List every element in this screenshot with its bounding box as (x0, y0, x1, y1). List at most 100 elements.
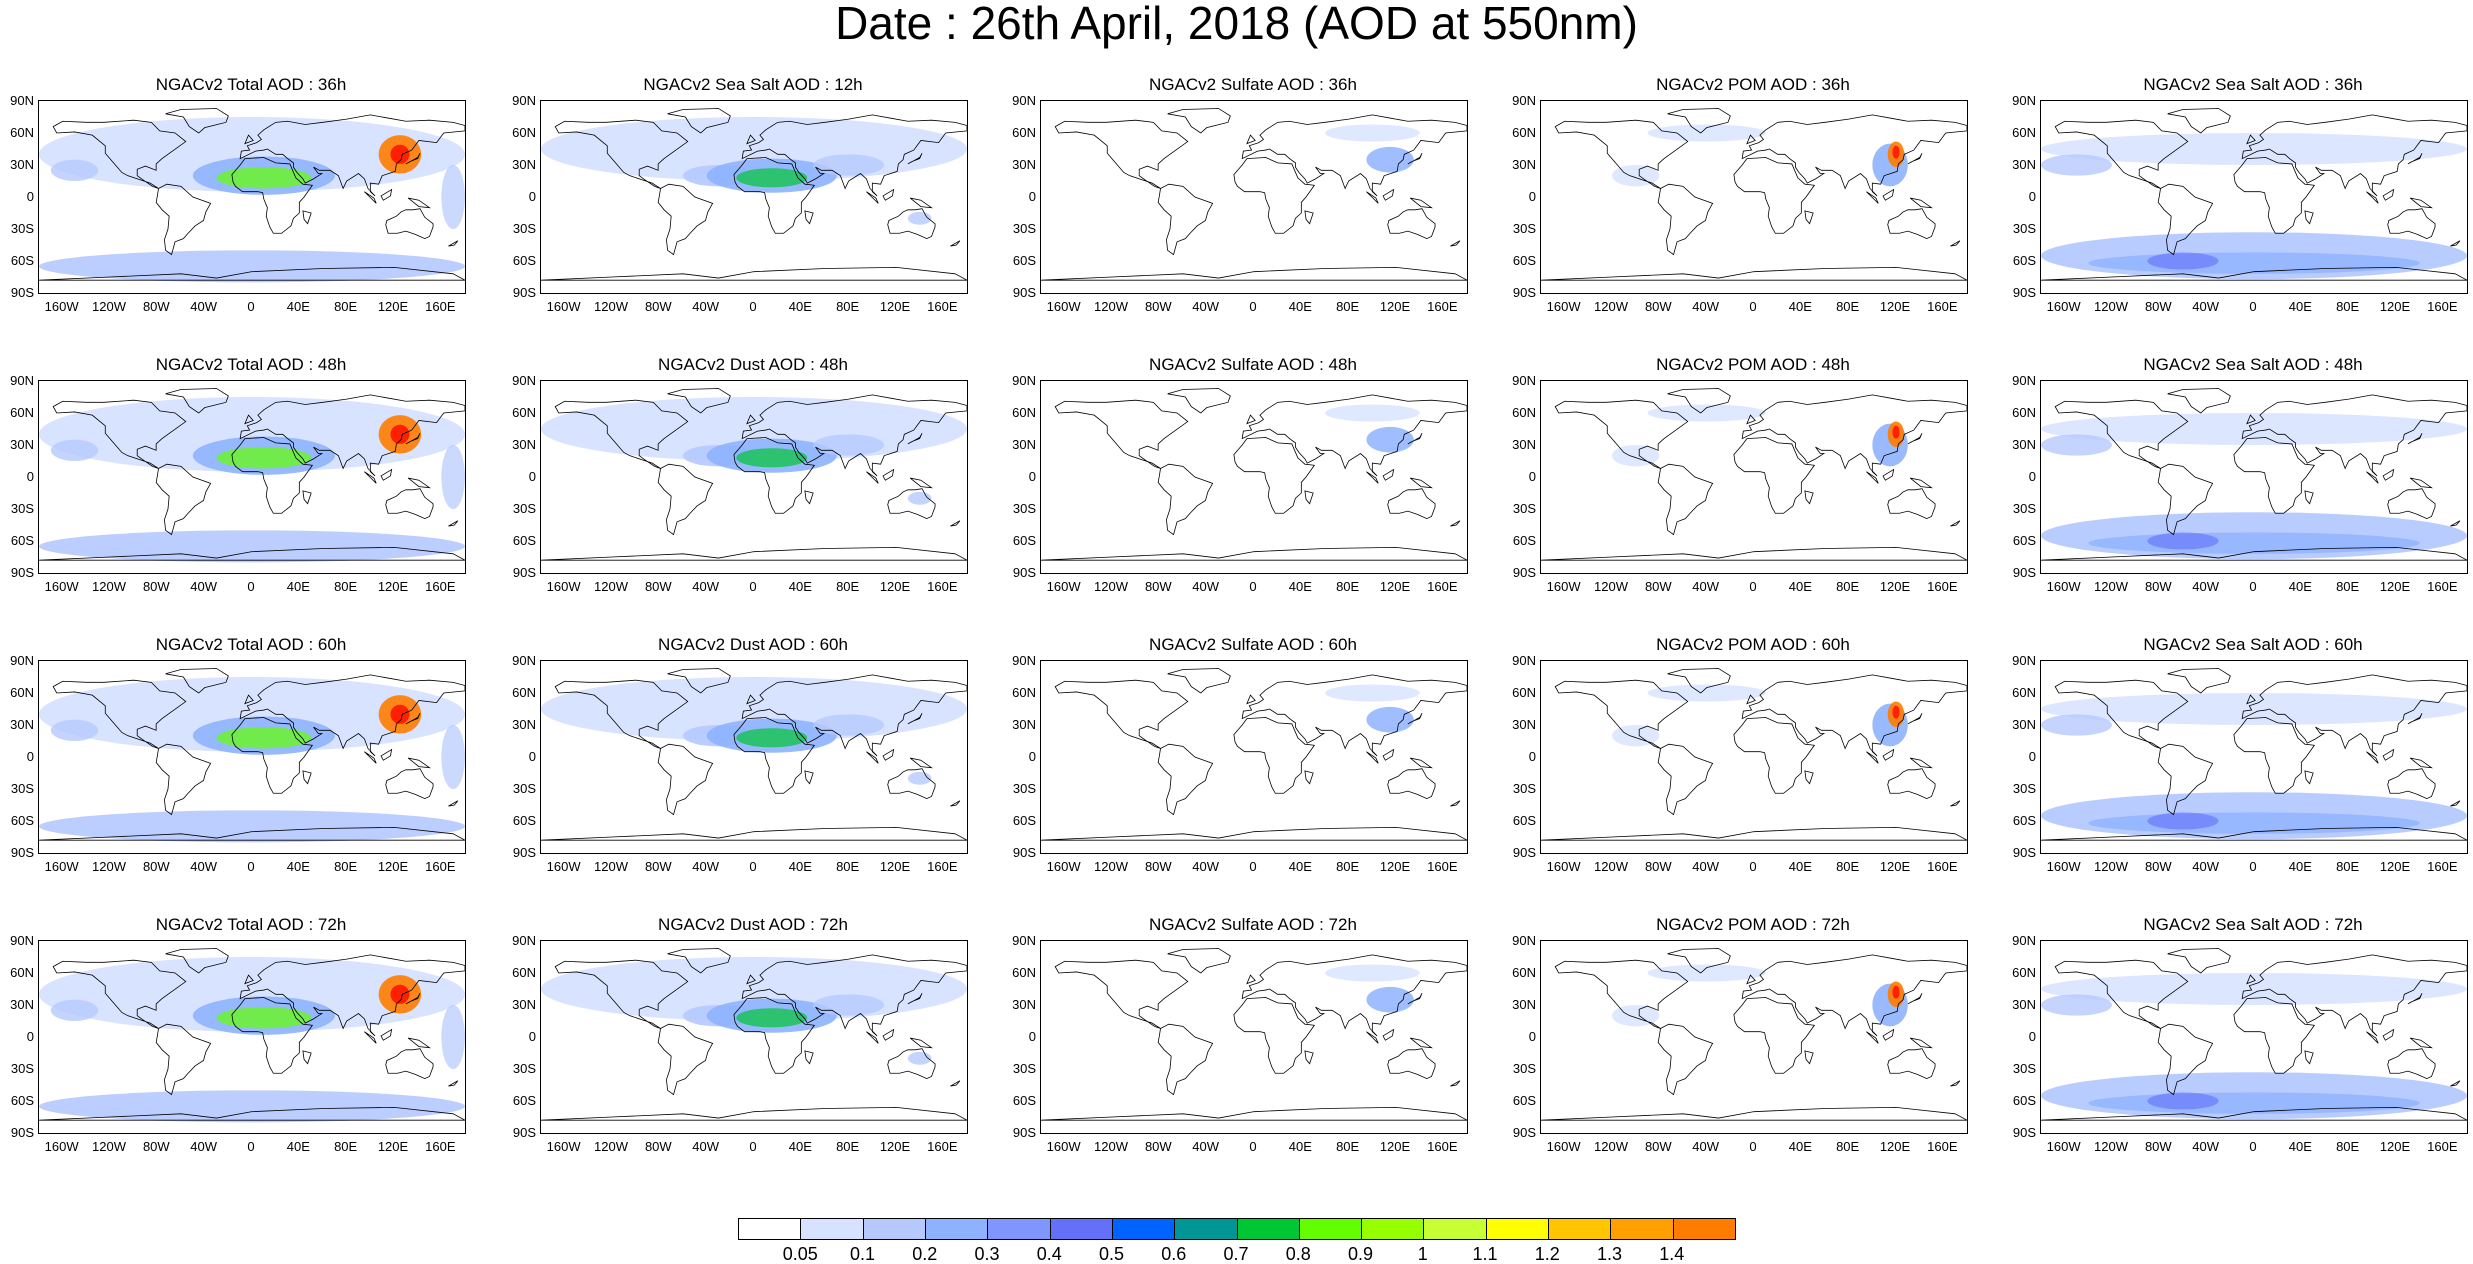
longitude-label: 120E (377, 579, 409, 594)
latitude-label: 30N (512, 437, 536, 452)
coastline-3-0-11 (407, 1037, 431, 1049)
longitude-label: 40W (190, 859, 218, 874)
coastline-2-4-0 (2054, 679, 2189, 749)
longitude-label: 160E (927, 579, 958, 594)
longitude-label: 160E (2427, 579, 2458, 594)
coastline-3-3-0 (1554, 959, 1689, 1029)
world-map (1541, 108, 1967, 281)
latitude-label: 30N (10, 437, 34, 452)
coastline-3-1-13 (950, 1080, 961, 1087)
longitude-label: 160E (1927, 579, 1958, 594)
longitude-label: 0 (1749, 579, 1757, 594)
latitude-label: 0 (1028, 1029, 1036, 1044)
coastline-2-2-10 (1382, 748, 1395, 761)
latitude-label: 60S (512, 1093, 536, 1108)
latitude-label: 30N (2012, 997, 2036, 1012)
coastline-2-2-4 (1387, 768, 1436, 800)
coastline-1-1-6 (541, 546, 967, 561)
map-frame (1040, 940, 1468, 1134)
longitude-label: 40W (1692, 299, 1720, 314)
colorbar-box (1112, 1219, 1176, 1239)
latitude-label: 60N (1512, 405, 1536, 420)
coastline-2-1-11 (909, 757, 933, 769)
map-panel: NGACv2 Dust AOD : 60h 90N 60N 30N 0 30S 60S 90S… (512, 636, 968, 892)
latitude-label: 0 (1528, 189, 1536, 204)
coastline-0-3-11 (1909, 197, 1933, 209)
coastline-2-0-0 (52, 679, 187, 749)
coastline-2-3-0 (1554, 679, 1689, 749)
coastline-0-0-0 (52, 119, 187, 189)
latitude-label: 90N (1512, 93, 1536, 108)
panel-title: NGACv2 Sea Salt AOD : 72h (2143, 915, 2363, 934)
longitude-label: 80W (1644, 299, 1672, 314)
coastline-2-1-12 (804, 770, 814, 785)
coastline-1-1-8 (907, 433, 923, 445)
longitude-label: 120W (1594, 299, 1628, 314)
coastline-1-4-0 (2054, 399, 2189, 469)
longitude-label: 80W (644, 859, 672, 874)
coastline-3-0-12 (302, 1050, 312, 1065)
colorbar-label: 0.05 (782, 1244, 818, 1264)
longitude-label: 80W (644, 1139, 672, 1154)
coastline-1-3-11 (1909, 477, 1933, 489)
coastline-3-1-5 (667, 948, 731, 974)
longitude-label: 160E (927, 1139, 958, 1154)
coastline-0-0-10 (380, 188, 393, 201)
panel-title: NGACv2 Sea Salt AOD : 60h (2143, 635, 2363, 654)
latitude-label: 90N (2012, 373, 2036, 388)
longitude-label: 120W (2094, 1139, 2128, 1154)
latitude-label: 90N (512, 93, 536, 108)
longitude-label: 160E (1427, 859, 1458, 874)
longitude-label: 0 (1249, 579, 1257, 594)
coastline-1-0-13 (448, 520, 459, 527)
longitude-label: 0 (1249, 1139, 1257, 1154)
latitude-label: 90N (2012, 93, 2036, 108)
coastline-0-4-10 (2382, 188, 2395, 201)
map-panel: NGACv2 POM AOD : 36h 90N 60N 30N 0 30S 60S 90S 1… (1512, 76, 1968, 332)
longitude-label: 80W (142, 859, 170, 874)
latitude-label: 60N (512, 405, 536, 420)
longitude-label: 120W (92, 299, 126, 314)
panel-title: NGACv2 Sea Salt AOD : 36h (2143, 75, 2363, 94)
coastline-0-3-13 (1950, 240, 1961, 247)
colorbar-label: 0.1 (849, 1244, 876, 1264)
coastline-0-2-8 (1407, 153, 1423, 165)
coastline-1-2-2 (1233, 437, 1316, 514)
latitude-label: 90S (1512, 845, 1536, 860)
latitude-label: 60S (10, 253, 34, 268)
longitude-label: 120W (1594, 1139, 1628, 1154)
coastline-0-3-8 (1907, 153, 1923, 165)
map-panel: NGACv2 Sea Salt AOD : 36h 90N 60N 30N 0 30S 60… (2012, 76, 2468, 332)
longitude-label: 160W (1546, 859, 1581, 874)
longitude-label: 120E (879, 1139, 911, 1154)
latitude-label: 30N (1512, 437, 1536, 452)
longitude-label: 160E (927, 859, 958, 874)
latitude-label: 60N (1012, 125, 1036, 140)
colorbar (738, 1218, 1736, 1240)
latitude-label: 30S (512, 221, 536, 236)
latitude-label: 90N (10, 653, 34, 668)
latitude-label: 60S (512, 533, 536, 548)
map-panel: NGACv2 Sea Salt AOD : 60h 90N 60N 30N 0 30S 60… (2012, 636, 2468, 892)
latitude-label: 30S (1512, 221, 1536, 236)
coastline-0-0-9 (364, 191, 377, 204)
coastline-1-3-13 (1950, 520, 1961, 527)
coastline-1-2-8 (1407, 433, 1423, 445)
latitude-label: 90S (2012, 565, 2036, 580)
coastline-1-4-13 (2450, 520, 2461, 527)
coastline-3-3-2 (1733, 997, 1816, 1074)
coastline-1-1-12 (804, 490, 814, 505)
latitude-label: 30N (1512, 157, 1536, 172)
colorbar-label: 0.9 (1347, 1244, 1374, 1264)
longitude-label: 40E (1788, 859, 1812, 874)
world-map (541, 388, 967, 561)
longitude-label: 160E (927, 299, 958, 314)
colorbar-box (1611, 1219, 1674, 1239)
latitude-label: 30S (2012, 221, 2036, 236)
coastline-0-2-5 (1167, 108, 1231, 134)
map-frame (540, 660, 968, 854)
longitude-label: 160W (1046, 859, 1081, 874)
coastline-3-0-5 (165, 948, 229, 974)
latitude-label: 60N (2012, 965, 2036, 980)
